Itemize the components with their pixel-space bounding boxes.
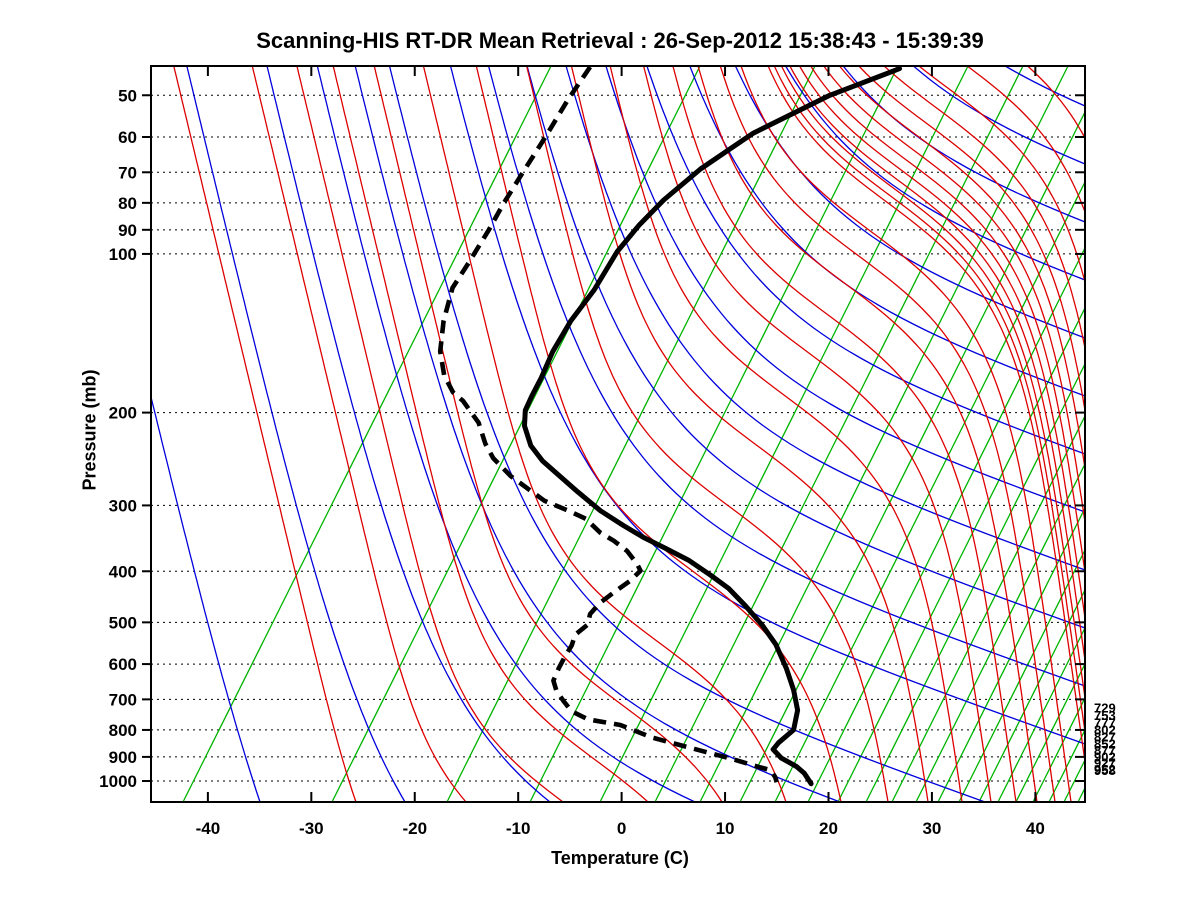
dewpoint-curve	[437, 66, 779, 783]
pressure-tick-label: 700	[109, 690, 137, 709]
sounding-profiles	[437, 66, 903, 787]
temperature-tick-label: -10	[506, 819, 531, 838]
plot-border	[150, 65, 1086, 803]
x-axis-label: Temperature (C)	[551, 848, 689, 868]
pressure-tick-label: 600	[109, 655, 137, 674]
pressure-tick-label: 900	[109, 748, 137, 767]
pressure-tick-label: 500	[109, 613, 137, 632]
level-label: 729	[1094, 701, 1116, 716]
temperature-tick-label: 40	[1026, 819, 1045, 838]
level-label: 902	[1094, 749, 1116, 764]
level-label: 802	[1094, 723, 1116, 738]
pressure-tick-label: 400	[109, 562, 137, 581]
chart-title: Scanning-HIS RT-DR Mean Retrieval : 26-S…	[256, 28, 984, 53]
pressure-tick-label: 90	[118, 221, 137, 240]
isotherm-mixing-lines	[182, 66, 1085, 802]
level-label: 927	[1094, 756, 1116, 771]
level-label: 753	[1094, 708, 1116, 723]
dry-adiabat-lines	[151, 66, 1085, 802]
pressure-tick-label: 60	[118, 128, 137, 147]
pressure-tick-label: 70	[118, 163, 137, 182]
level-label: 777	[1094, 715, 1116, 730]
isobar-lines	[151, 94, 1085, 782]
level-label: 852	[1094, 736, 1116, 751]
level-label: 958	[1094, 763, 1116, 778]
axis-tick-labels: 5060708090100200300400500600700800900100…	[99, 86, 1045, 838]
temperature-tick-label: 0	[617, 819, 626, 838]
level-label: 827	[1094, 730, 1116, 745]
pressure-tick-label: 800	[109, 721, 137, 740]
pressure-tick-label: 1000	[99, 772, 137, 791]
moist-adiabat-lines	[173, 66, 1085, 802]
level-label: 952	[1094, 762, 1116, 777]
axis-ticks	[142, 66, 1085, 802]
pressure-tick-label: 50	[118, 86, 137, 105]
temperature-tick-label: -30	[299, 819, 324, 838]
temperature-tick-label: 30	[922, 819, 941, 838]
temperature-curve	[522, 66, 903, 787]
level-label: 877	[1094, 743, 1116, 758]
pressure-tick-label: 200	[109, 404, 137, 423]
temperature-tick-label: 10	[716, 819, 735, 838]
pressure-tick-label: 100	[109, 245, 137, 264]
temperature-tick-label: -20	[402, 819, 427, 838]
temperature-tick-label: 20	[819, 819, 838, 838]
pressure-tick-label: 300	[109, 496, 137, 515]
pressure-tick-label: 80	[118, 194, 137, 213]
temperature-tick-label: -40	[196, 819, 221, 838]
